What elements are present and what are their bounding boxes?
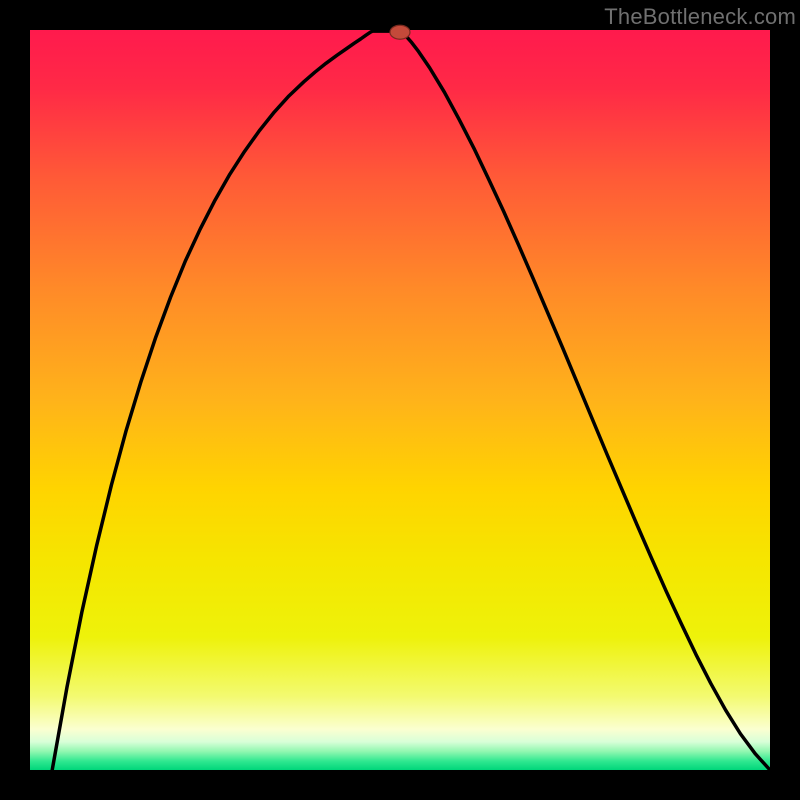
optimum-marker [390, 25, 410, 39]
chart-container: TheBottleneck.com [0, 0, 800, 800]
bottleneck-curve [52, 31, 770, 770]
plot-area [30, 30, 770, 770]
watermark-text: TheBottleneck.com [604, 4, 796, 30]
border-left [0, 0, 30, 800]
border-right [770, 0, 800, 800]
border-bottom [0, 770, 800, 800]
curve-layer [30, 30, 770, 770]
